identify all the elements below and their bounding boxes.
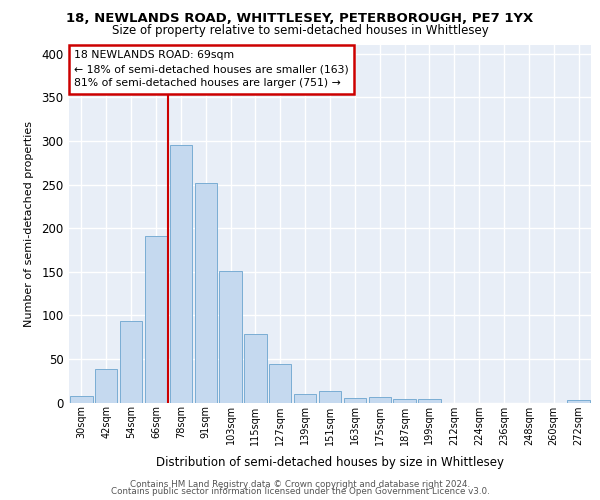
- Bar: [568, 400, 590, 402]
- Bar: [368, 398, 391, 402]
- Bar: [294, 394, 316, 402]
- Text: 18, NEWLANDS ROAD, WHITTLESEY, PETERBOROUGH, PE7 1YX: 18, NEWLANDS ROAD, WHITTLESEY, PETERBORO…: [67, 12, 533, 26]
- Bar: [394, 399, 416, 402]
- Bar: [344, 398, 366, 402]
- Bar: [120, 322, 142, 402]
- Bar: [170, 146, 192, 402]
- Bar: [145, 236, 167, 402]
- Bar: [194, 183, 217, 402]
- Bar: [95, 370, 118, 402]
- Bar: [220, 271, 242, 402]
- Bar: [269, 364, 292, 403]
- Text: Contains public sector information licensed under the Open Government Licence v3: Contains public sector information licen…: [110, 488, 490, 496]
- X-axis label: Distribution of semi-detached houses by size in Whittlesey: Distribution of semi-detached houses by …: [156, 456, 504, 469]
- Text: Contains HM Land Registry data © Crown copyright and database right 2024.: Contains HM Land Registry data © Crown c…: [130, 480, 470, 489]
- Text: Size of property relative to semi-detached houses in Whittlesey: Size of property relative to semi-detach…: [112, 24, 488, 37]
- Bar: [244, 334, 266, 402]
- Bar: [70, 396, 92, 402]
- Text: 18 NEWLANDS ROAD: 69sqm
← 18% of semi-detached houses are smaller (163)
81% of s: 18 NEWLANDS ROAD: 69sqm ← 18% of semi-de…: [74, 50, 349, 88]
- Bar: [319, 391, 341, 402]
- Bar: [418, 399, 440, 402]
- Y-axis label: Number of semi-detached properties: Number of semi-detached properties: [24, 120, 34, 327]
